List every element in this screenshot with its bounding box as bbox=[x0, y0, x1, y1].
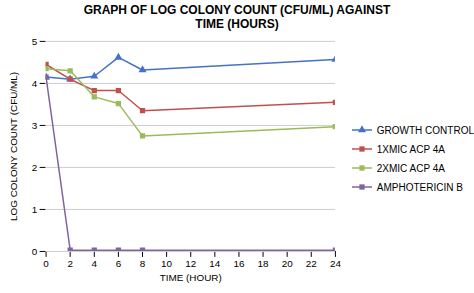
svg-text:20: 20 bbox=[282, 258, 294, 269]
svg-text:3: 3 bbox=[32, 120, 38, 131]
svg-text:LOG COLONY COUNT (CFU/ML): LOG COLONY COUNT (CFU/ML) bbox=[8, 72, 19, 221]
svg-text:2: 2 bbox=[32, 162, 38, 173]
html-text:AMPHOTERICIN B: AMPHOTERICIN B bbox=[376, 181, 463, 193]
svg-text:4: 4 bbox=[92, 258, 98, 269]
svg-text:8: 8 bbox=[140, 258, 146, 269]
svg-text:12: 12 bbox=[185, 258, 196, 269]
svg-text:2: 2 bbox=[67, 258, 73, 269]
svg-text:0: 0 bbox=[43, 258, 49, 269]
svg-text:24: 24 bbox=[330, 258, 342, 269]
svg-text:16: 16 bbox=[233, 258, 245, 269]
svg-text:18: 18 bbox=[258, 258, 270, 269]
svg-text:5: 5 bbox=[32, 36, 38, 47]
svg-text:1: 1 bbox=[32, 204, 38, 215]
svg-text:10: 10 bbox=[161, 258, 173, 269]
svg-text:0: 0 bbox=[32, 246, 38, 257]
svg-text:22: 22 bbox=[306, 258, 317, 269]
svg-text:6: 6 bbox=[116, 258, 122, 269]
svg-text:4: 4 bbox=[32, 78, 38, 89]
svg-text:14: 14 bbox=[209, 258, 221, 269]
html-text:GRAPH OF LOG COLONY COUNT (CFU: GRAPH OF LOG COLONY COUNT (CFU/ML) AGAIN… bbox=[83, 3, 391, 31]
svg-text:TIME (HOUR): TIME (HOUR) bbox=[160, 272, 222, 283]
html-text:1XMIC ACP 4A: 1XMIC ACP 4A bbox=[376, 143, 445, 155]
html-text:2XMIC ACP 4A: 2XMIC ACP 4A bbox=[376, 162, 445, 174]
html-text:GROWTH CONTROL: GROWTH CONTROL bbox=[376, 124, 474, 136]
